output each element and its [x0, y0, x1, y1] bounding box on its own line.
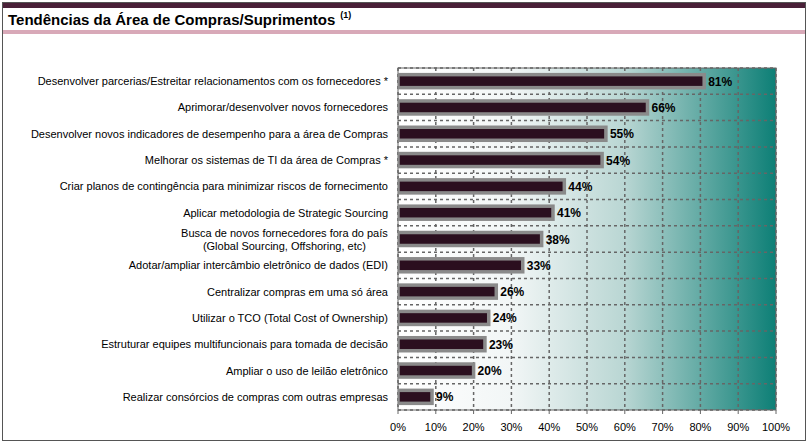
plot-background	[398, 68, 776, 410]
data-label: 26%	[500, 285, 524, 299]
category-label: Aplicar metodologia de Strategic Sourcin…	[183, 207, 388, 219]
data-label: 24%	[493, 311, 517, 325]
bar	[398, 259, 523, 272]
grid-line-h	[398, 172, 776, 174]
data-label: 9%	[436, 390, 454, 404]
bar	[398, 180, 564, 193]
bars	[398, 75, 704, 404]
tick-mark	[624, 410, 625, 414]
data-label: 54%	[606, 154, 630, 168]
grid-line	[586, 68, 588, 410]
category-label: Estruturar equipes multifuncionais para …	[101, 338, 388, 350]
grid-line-h	[398, 225, 776, 227]
grid-line-h	[398, 251, 776, 253]
data-label: 38%	[546, 233, 570, 247]
bar	[398, 101, 647, 114]
tick-mark	[738, 410, 739, 414]
tick-label: 0%	[390, 421, 406, 433]
tick-mark	[473, 410, 474, 414]
tick-label: 70%	[652, 421, 674, 433]
data-label: 33%	[527, 259, 551, 273]
bar	[398, 206, 553, 219]
category-label: Desenvolver parcerias/Estreitar relacion…	[38, 75, 389, 87]
bar	[398, 390, 432, 403]
category-label: Ampliar o uso de leilão eletrônico	[226, 365, 388, 377]
data-label: 41%	[557, 206, 581, 220]
bar	[398, 154, 602, 167]
title-underline	[3, 30, 805, 34]
category-label: Utilizar o TCO (Total Cost of Ownership)	[192, 312, 388, 324]
grid-line-h	[398, 120, 776, 122]
grid-line-h	[398, 330, 776, 332]
tick-label: 80%	[689, 421, 711, 433]
category-label: Realizar consórcios de compras com outra…	[123, 391, 389, 403]
tick-label: 50%	[576, 421, 598, 433]
category-label: Busca de novos fornecedores fora do país…	[181, 227, 388, 252]
category-label: Adotar/ampliar intercâmbio eletrônico de…	[129, 259, 388, 271]
grid-line-h	[398, 146, 776, 148]
bar	[398, 285, 496, 298]
grid-line-h	[398, 278, 776, 280]
tick-label: 10%	[425, 421, 447, 433]
tick-label: 100%	[762, 421, 790, 433]
tick-mark	[776, 410, 777, 414]
data-label: 81%	[708, 75, 732, 89]
data-label: 20%	[478, 364, 502, 378]
data-label: 55%	[610, 127, 634, 141]
category-label: Aprimorar/desenvolver novos fornecedores	[178, 101, 389, 113]
bar	[398, 75, 704, 88]
tick-label: 20%	[463, 421, 485, 433]
grid-line-h	[398, 94, 776, 96]
bar	[398, 127, 606, 140]
tick-label: 90%	[727, 421, 749, 433]
grid-line-h	[398, 383, 776, 385]
grid-line-h	[398, 304, 776, 306]
frame	[3, 3, 806, 441]
chart: Tendências da Área de Compras/Suprimento…	[0, 0, 809, 445]
title: Tendências da Área de Compras/Suprimento…	[8, 11, 335, 28]
tick-label: 40%	[538, 421, 560, 433]
title-note: (1)	[340, 10, 351, 20]
category-label: Desenvolver novos indicadores de desempe…	[31, 128, 389, 140]
bar	[398, 311, 489, 324]
tick-label: 60%	[614, 421, 636, 433]
data-label: 66%	[651, 101, 675, 115]
category-label: Centralizar compras em uma só área	[207, 286, 389, 298]
tick-mark	[511, 410, 512, 414]
tick-label: 30%	[500, 421, 522, 433]
grid-line	[662, 68, 664, 410]
category-label: Criar planos de contingência para minimi…	[60, 180, 388, 192]
plot-frame	[398, 68, 776, 410]
data-label: 23%	[489, 338, 513, 352]
title-rule	[3, 3, 805, 8]
grid-line	[624, 68, 626, 410]
bar	[398, 233, 542, 246]
grid	[398, 68, 776, 414]
category-label: Melhorar os sistemas de TI da área de Co…	[145, 154, 389, 166]
data-label: 44%	[568, 180, 592, 194]
grid-line-h	[398, 199, 776, 201]
grid-line	[737, 68, 739, 410]
grid-line-h	[398, 357, 776, 359]
bar	[398, 338, 485, 351]
bar	[398, 364, 474, 377]
grid-line	[700, 68, 702, 410]
